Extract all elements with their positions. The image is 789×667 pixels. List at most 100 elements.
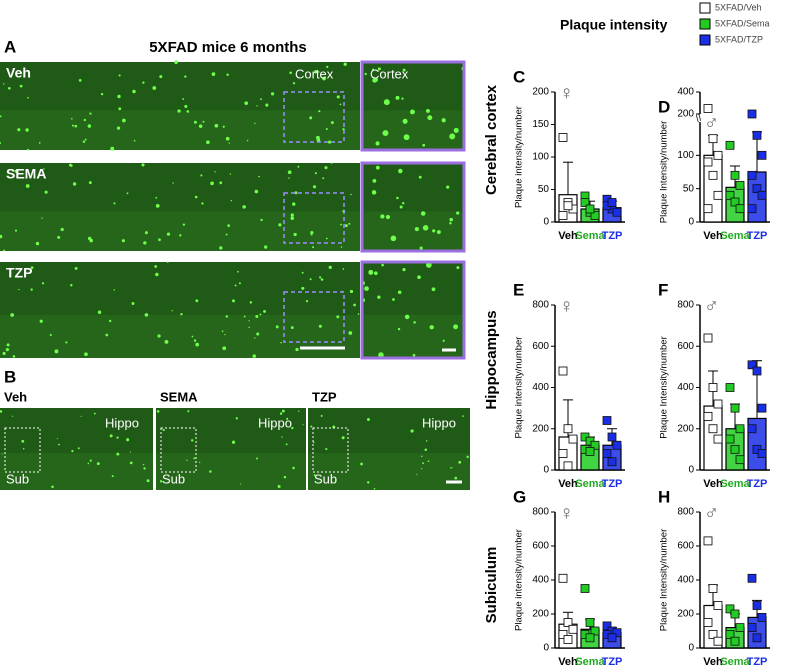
data-point <box>713 636 723 646</box>
data-point <box>735 424 745 434</box>
roi-box <box>283 91 345 143</box>
plaque-dot <box>377 67 381 71</box>
roi-box <box>160 427 197 473</box>
plaque-dot <box>60 227 64 232</box>
plaque-dot <box>157 334 161 338</box>
legend-label: 5XFAD/TZP <box>715 34 763 44</box>
plaque-dot <box>325 127 328 130</box>
y-tick-label: 600 <box>677 341 694 352</box>
data-point <box>585 447 595 456</box>
plaque-dot <box>100 92 104 96</box>
plaque-dot <box>113 202 116 205</box>
plaque-dot <box>449 221 452 225</box>
y-tick-label: 50 <box>538 184 550 195</box>
data-point <box>713 190 723 200</box>
plaque-dot <box>260 218 263 222</box>
plaque-dot <box>132 89 136 94</box>
data-point <box>708 134 718 144</box>
plaque-dot <box>172 182 174 184</box>
data-point <box>752 633 762 643</box>
plaque-dot <box>367 481 370 484</box>
plaque-dot <box>390 235 397 242</box>
plaque-dot <box>249 301 253 304</box>
plaque-dot <box>377 295 381 299</box>
plaque-dot <box>372 78 377 83</box>
plaque-dot <box>51 485 54 489</box>
panel-title: 5XFAD mice 6 months <box>149 39 307 56</box>
bar <box>747 616 767 649</box>
data-point <box>563 618 573 627</box>
plaque-dot <box>232 299 235 303</box>
plaque-dot <box>77 447 80 450</box>
plaque-dot <box>290 213 294 217</box>
plaque-dot <box>214 171 216 173</box>
plaque-dot <box>381 263 384 267</box>
plaque-dot <box>336 95 340 99</box>
plaque-dot <box>228 142 230 144</box>
plaque-dot <box>70 284 73 287</box>
plaque-dot <box>214 123 219 128</box>
plaque-dot <box>87 124 92 128</box>
plaque-dot <box>27 148 29 151</box>
plaque-dot <box>432 229 436 233</box>
sex-symbol: ♀ <box>559 82 574 104</box>
plaque-dot <box>371 190 377 195</box>
plaque-dot <box>382 130 389 137</box>
x-tick-label: Veh <box>558 478 578 490</box>
plaque-dot <box>402 268 406 272</box>
plaque-dot <box>462 415 464 417</box>
plaque-dot <box>243 315 246 318</box>
plaque-dot <box>295 347 299 352</box>
plaque-dot <box>202 120 205 123</box>
x-tick-label: Veh <box>703 656 723 667</box>
plaque-dot <box>158 238 161 242</box>
row-label: Veh <box>6 65 31 81</box>
data-point <box>708 630 718 639</box>
plaque-dot <box>18 288 20 291</box>
plaque-dot <box>417 275 421 280</box>
plaque-dot <box>442 339 445 342</box>
data-point <box>735 623 745 632</box>
y-tick-label: 100 <box>677 150 694 161</box>
panel-b-label: SEMA <box>160 389 198 404</box>
plaque-dot <box>201 202 204 205</box>
plaque-dot <box>451 467 453 469</box>
plaque-dot <box>373 487 376 490</box>
plaque-dot <box>27 96 29 99</box>
plaque-dot <box>84 138 87 141</box>
plaque-dot <box>195 299 199 303</box>
plaque-dot <box>401 97 404 100</box>
plaque-dot <box>353 303 356 307</box>
x-tick-label: Veh <box>558 230 578 242</box>
plaque-dot <box>155 196 158 199</box>
x-tick-label: TZP <box>602 230 623 242</box>
y-tick-label: 600 <box>532 541 549 552</box>
plaque-dot <box>392 298 395 301</box>
plaque-dot <box>305 300 309 303</box>
plaque-dot <box>309 116 313 120</box>
plaque-dot <box>118 107 122 111</box>
data-point <box>703 618 713 627</box>
plaque-dot <box>131 302 135 305</box>
plaque-dot <box>436 230 441 235</box>
plaque-dot <box>8 86 11 90</box>
plaque-dot <box>14 229 18 232</box>
micrographs <box>0 60 470 490</box>
plaque-dot <box>320 414 323 417</box>
tissue-band <box>0 110 360 150</box>
plaque-dot <box>143 241 147 245</box>
plaque-dot <box>72 182 77 186</box>
plaque-dot <box>339 103 342 106</box>
plaque-dot <box>116 452 120 456</box>
plaque-dot <box>277 485 281 489</box>
data-point <box>602 416 612 425</box>
data-point <box>585 618 595 627</box>
y-axis-label: Plaque intensity/number <box>514 529 525 631</box>
tissue-band <box>0 314 360 358</box>
plaque-dot <box>41 217 43 219</box>
y-tick-label: 600 <box>677 541 694 552</box>
data-point <box>558 366 568 376</box>
plaque-dot <box>12 355 16 358</box>
data-point <box>735 455 745 465</box>
